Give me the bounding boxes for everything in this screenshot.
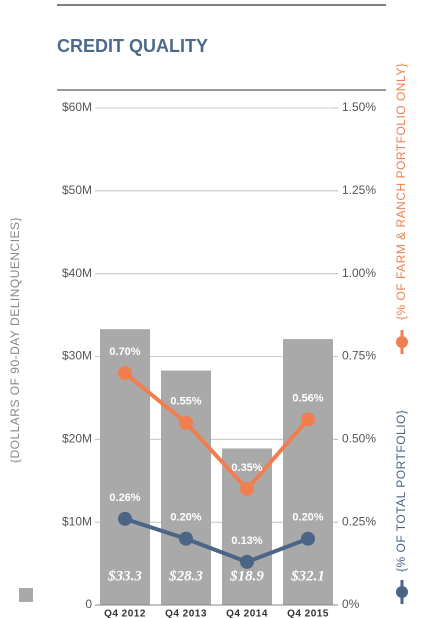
bar-value-label: $18.9 bbox=[229, 568, 264, 584]
x-tick-label: Q4 2013 bbox=[165, 609, 207, 618]
point bbox=[179, 415, 193, 430]
line bbox=[124, 516, 309, 565]
point-label: 0.20% bbox=[292, 512, 323, 524]
y2-tick-label: 0.75% bbox=[342, 349, 376, 363]
legend-label: {% OF FARM & RANCH PORTFOLIO ONLY} bbox=[394, 63, 408, 320]
x-tick-label: Q4 2015 bbox=[287, 609, 329, 618]
point bbox=[240, 482, 254, 497]
y2-tick-label: 1.50% bbox=[342, 100, 376, 114]
point-label: 0.56% bbox=[292, 392, 323, 404]
point-label: 0.13% bbox=[231, 535, 262, 547]
point-label: 0.70% bbox=[109, 346, 140, 358]
y-axis-label: {DOLLARS OF 90-DAY DELINQUENCIES} bbox=[8, 217, 22, 463]
point-label: 0.26% bbox=[109, 492, 140, 504]
y-tick-label: $40M bbox=[62, 266, 92, 280]
point bbox=[179, 531, 193, 546]
point bbox=[301, 531, 315, 546]
point-label: 0.35% bbox=[231, 462, 262, 474]
point bbox=[118, 366, 132, 381]
point bbox=[118, 511, 132, 526]
legend-marker bbox=[396, 336, 408, 348]
point bbox=[301, 412, 315, 427]
y-tick-label: $50M bbox=[62, 183, 92, 197]
bar-value-label: $32.1 bbox=[290, 568, 325, 584]
y2-tick-label: 1.00% bbox=[342, 266, 376, 280]
legend-label: {% OF TOTAL PORTFOLIO} bbox=[394, 410, 408, 572]
point-label: 0.20% bbox=[170, 512, 201, 524]
x-tick-label: Q4 2014 bbox=[226, 609, 268, 618]
x-tick-label: Q4 2012 bbox=[104, 609, 146, 618]
y2-tick-label: 0% bbox=[342, 597, 360, 611]
bar bbox=[283, 339, 333, 605]
bar bbox=[222, 448, 272, 605]
y-tick-label: $30M bbox=[62, 349, 92, 363]
line bbox=[123, 371, 310, 493]
y-tick-label: 0 bbox=[85, 597, 92, 611]
y2-tick-label: 0.25% bbox=[342, 514, 376, 528]
y-tick-label: $20M bbox=[62, 432, 92, 446]
y2-tick-label: 0.50% bbox=[342, 432, 376, 446]
legend-marker bbox=[396, 586, 408, 598]
legend-swatch bbox=[19, 588, 33, 602]
y-tick-label: $10M bbox=[62, 514, 92, 528]
point bbox=[240, 554, 254, 569]
bar-value-label: $33.3 bbox=[107, 568, 142, 584]
y2-tick-label: 1.25% bbox=[342, 183, 376, 197]
chart-title: CREDIT QUALITY bbox=[57, 36, 208, 56]
point-label: 0.55% bbox=[170, 396, 201, 408]
y-tick-label: $60M bbox=[62, 100, 92, 114]
bar-value-label: $28.3 bbox=[168, 568, 203, 584]
